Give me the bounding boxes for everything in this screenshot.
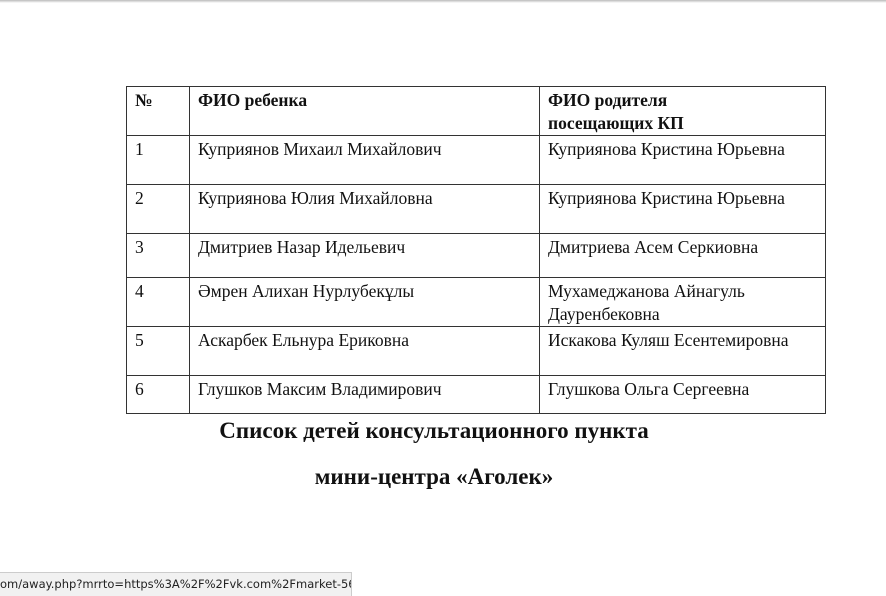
- table-row: 1 Куприянов Михаил Михайлович Куприянова К…: [126, 135, 826, 185]
- table-cell: Глушкова Ольга Сергеевна: [539, 375, 826, 414]
- table-cell: Дмитриев Назар Идельевич: [189, 233, 540, 278]
- cell-text: Мухамеджанова Айнагуль Дауренбековна: [548, 281, 745, 324]
- top-shadow: [0, 0, 886, 3]
- cell-text: 4: [135, 281, 144, 301]
- table-row: 5 Аскарбек Ельнура Ериковна Искакова Куляш…: [126, 326, 826, 376]
- cell-text: Куприянова Юлия Михайловна: [198, 188, 433, 208]
- cell-text: Аскарбек Ельнура Ериковна: [198, 330, 410, 350]
- cell-text: 3: [135, 237, 144, 257]
- cell-text: Әмрен Алихан Нурлубекұлы: [198, 281, 415, 301]
- table-cell: Мухамеджанова Айнагуль Дауренбековна: [539, 277, 826, 327]
- title-line: Список детей консультационного пункта: [219, 418, 649, 443]
- table-cell: 5: [126, 326, 190, 376]
- header-cell: ФИО ребенка: [189, 86, 540, 136]
- table-cell: Куприянова Кристина Юрьевна: [539, 184, 826, 234]
- table-cell: Глушков Максим Владимирович: [189, 375, 540, 414]
- table-cell: 6: [126, 375, 190, 414]
- table-cell: 4: [126, 277, 190, 327]
- cell-text: Куприянова Кристина Юрьевна: [548, 139, 785, 159]
- table-row: 2 Куприянова Юлия Михайловна Куприянова Кр…: [126, 184, 826, 234]
- header-cell: №: [126, 86, 190, 136]
- cell-text: 2: [135, 188, 144, 208]
- table-row: 4 Әмрен Алихан Нурлубекұлы Мухамеджанова А…: [126, 277, 826, 327]
- table-row: 3 Дмитриев Назар Идельевич Дмитриева Асем …: [126, 233, 826, 278]
- table-cell: 2: [126, 184, 190, 234]
- table-cell: Куприянова Кристина Юрьевна: [539, 135, 826, 185]
- header-cell: ФИО родителя посещающих КП: [539, 86, 826, 136]
- cell-text: 5: [135, 330, 144, 350]
- cell-text: 1: [135, 139, 144, 159]
- table-cell: Аскарбек Ельнура Ериковна: [189, 326, 540, 376]
- cell-text: Глушков Максим Владимирович: [198, 379, 442, 399]
- table-cell: Әмрен Алихан Нурлубекұлы: [189, 277, 540, 327]
- table-cell: Куприянов Михаил Михайлович: [189, 135, 540, 185]
- title-line: мини-центра «Аголек»: [314, 464, 554, 489]
- cell-text: Искакова Куляш Есентемировна: [548, 330, 789, 350]
- cell-text: Дмитриева Асем Серкиовна: [548, 237, 759, 257]
- cell-text: Куприянов Михаил Михайлович: [198, 139, 442, 159]
- table-cell: 3: [126, 233, 190, 278]
- header-row: № ФИО ребенка ФИО родителя посещающих КП: [126, 86, 826, 136]
- table-row: 6 Глушков Максим Владимирович Глушкова Оль…: [126, 375, 826, 414]
- cell-text: 6: [135, 379, 144, 399]
- status-bar-url: om/away.php?mrrto=https%3A%2F%2Fvk.com%2…: [0, 572, 352, 596]
- children-table: № ФИО ребенка ФИО родителя посещающих КП…: [126, 86, 826, 414]
- header-text: ФИО родителя посещающих КП: [548, 90, 684, 133]
- table-cell: Дмитриева Асем Серкиовна: [539, 233, 826, 278]
- table-cell: Искакова Куляш Есентемировна: [539, 326, 826, 376]
- cell-text: Глушкова Ольга Сергеевна: [548, 379, 750, 399]
- cell-text: Дмитриев Назар Идельевич: [198, 237, 406, 257]
- table-cell: 1: [126, 135, 190, 185]
- cell-text: Куприянова Кристина Юрьевна: [548, 188, 785, 208]
- table-cell: Куприянова Юлия Михайловна: [189, 184, 540, 234]
